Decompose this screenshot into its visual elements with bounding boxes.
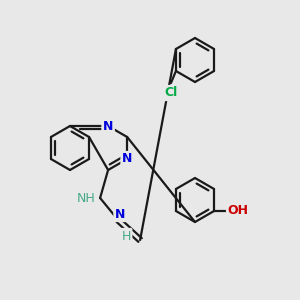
Text: OH: OH <box>228 205 249 218</box>
Text: Cl: Cl <box>164 86 178 100</box>
Text: NH: NH <box>77 191 95 205</box>
Text: N: N <box>103 119 113 133</box>
Text: N: N <box>115 208 125 220</box>
Text: H: H <box>122 230 131 242</box>
Text: N: N <box>122 152 132 166</box>
